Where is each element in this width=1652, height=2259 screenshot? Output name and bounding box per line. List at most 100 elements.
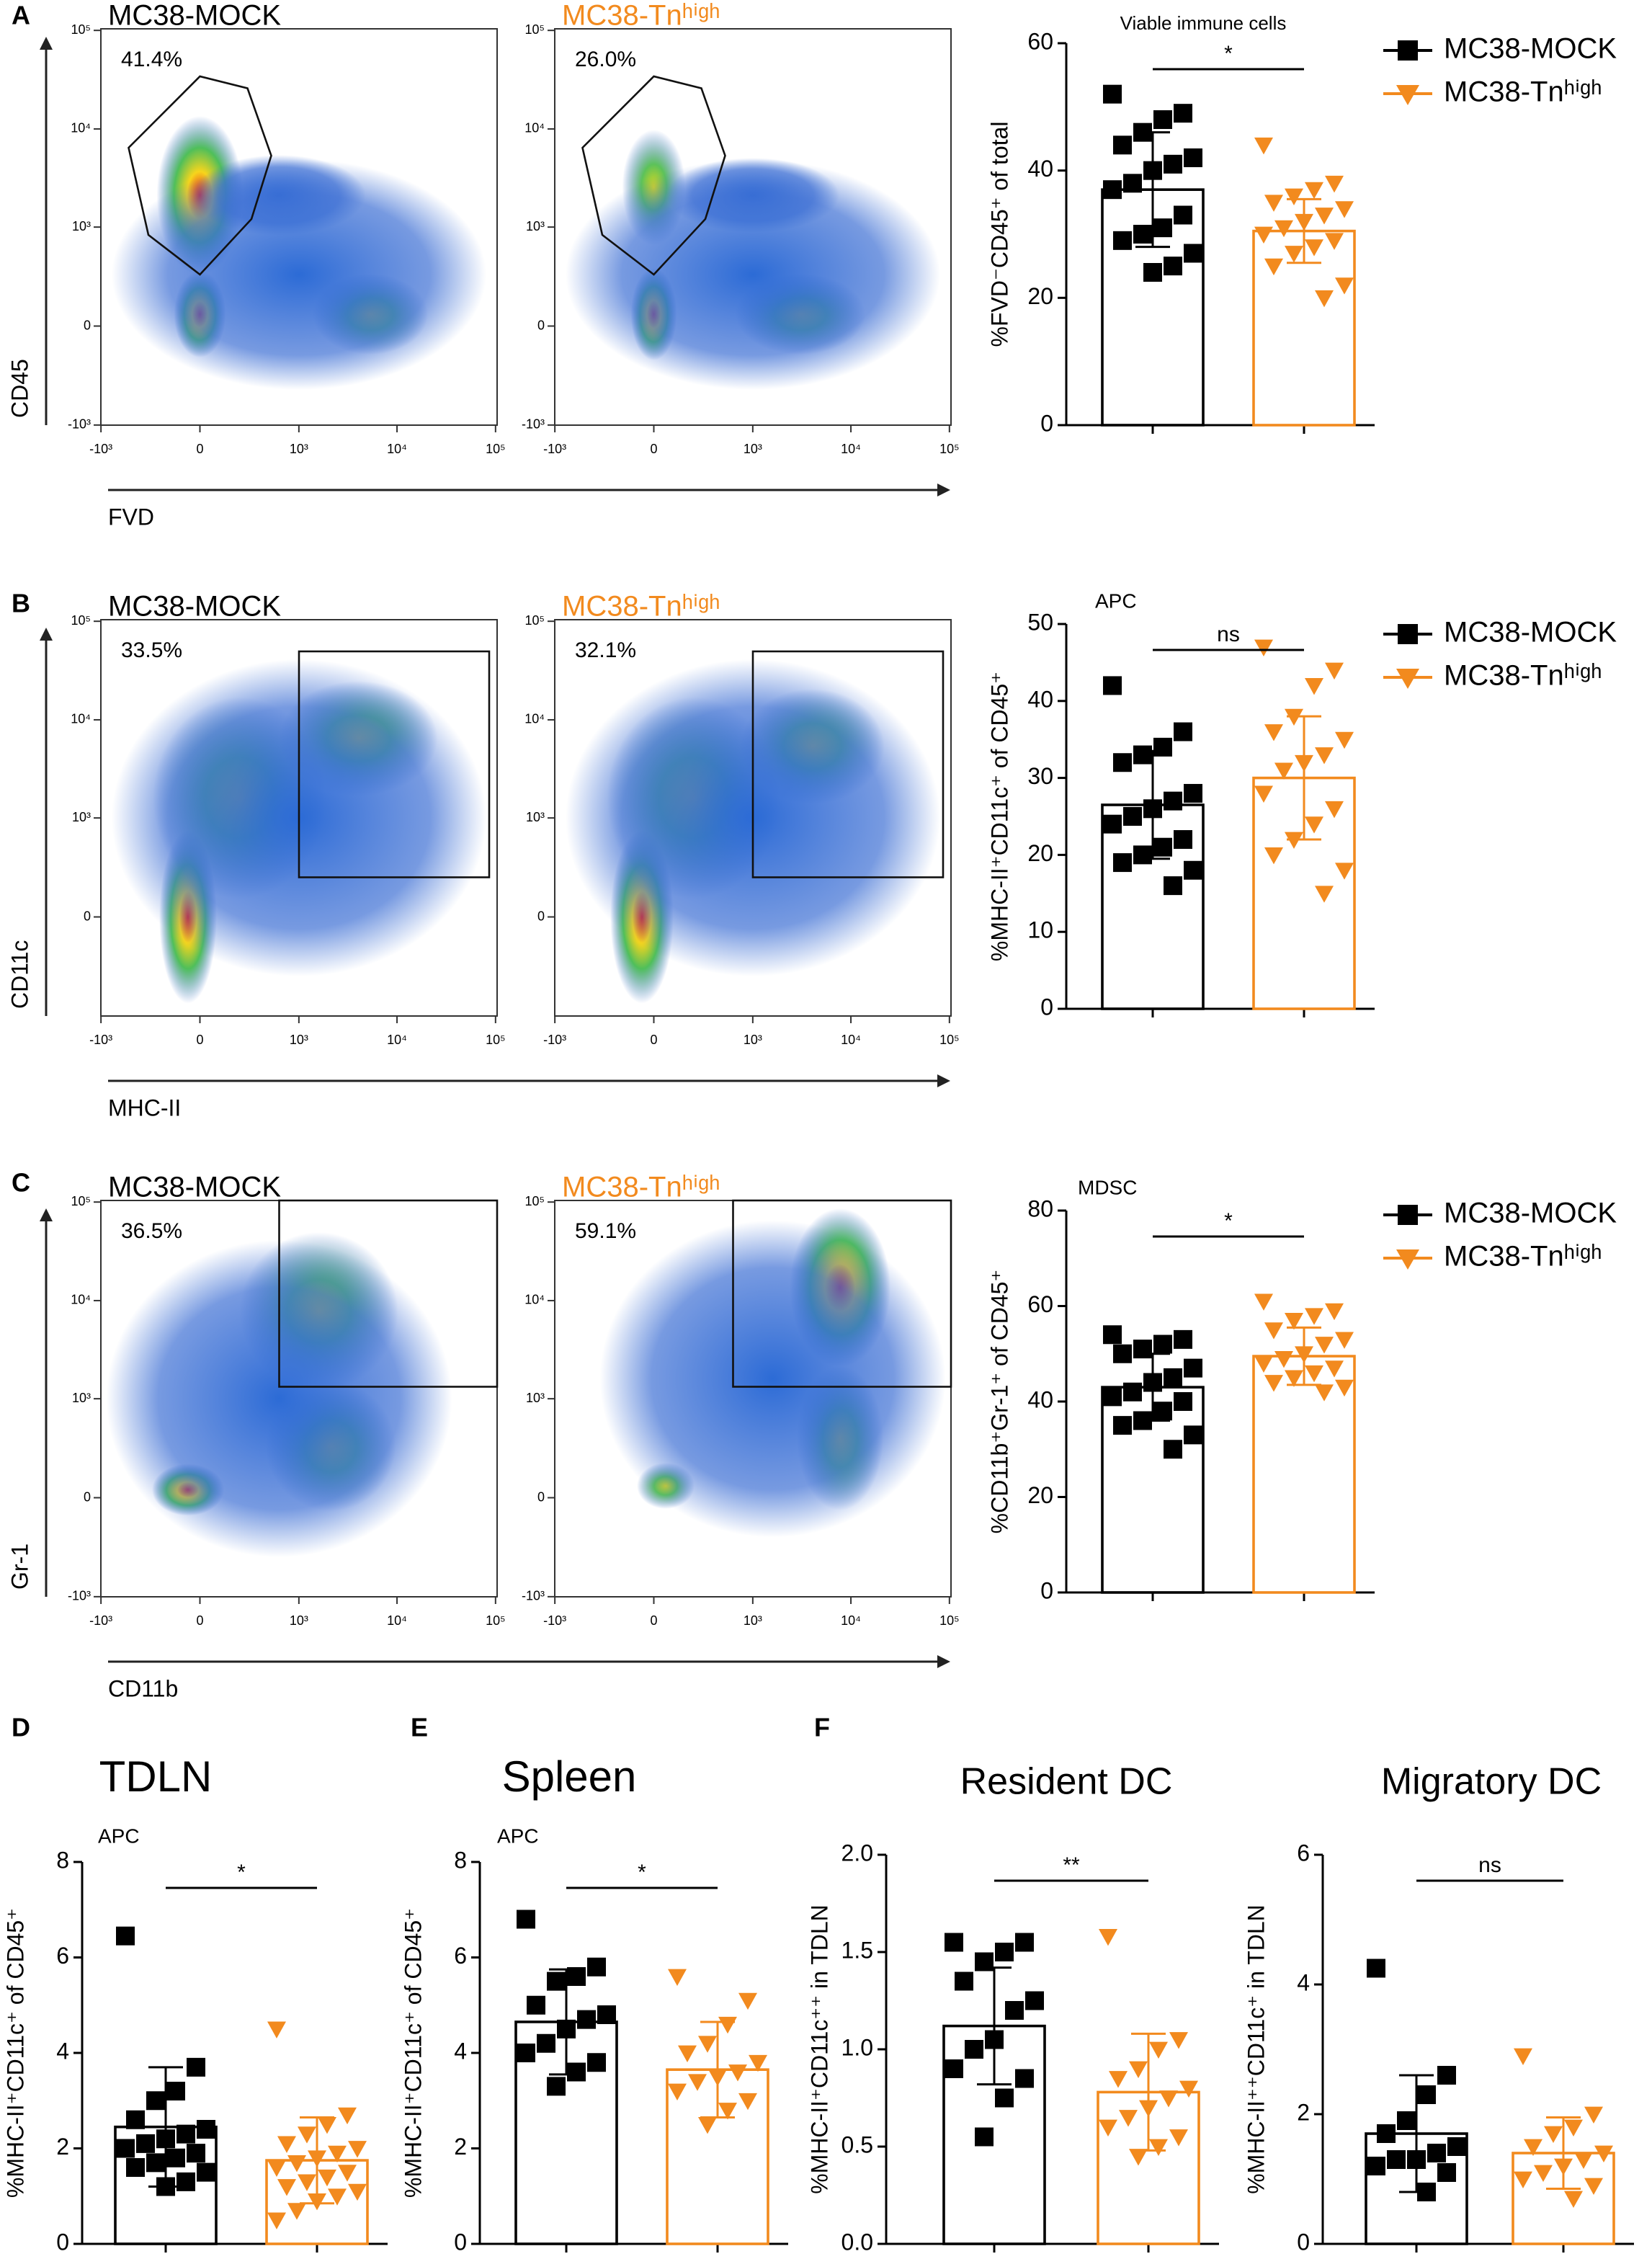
y-tick-label: 10³ <box>526 1391 545 1405</box>
gate-percentage: 26.0% <box>575 48 636 71</box>
y-tick-label: -10³ <box>522 1589 545 1603</box>
data-point <box>1184 1425 1202 1445</box>
data-point <box>1335 201 1354 218</box>
data-point <box>1285 246 1303 263</box>
y-tick-label: 10³ <box>72 219 91 233</box>
x-tick-label: 10⁵ <box>939 1033 959 1047</box>
y-tick-label: 4 <box>454 2038 467 2064</box>
data-point <box>1123 1382 1142 1402</box>
data-point <box>1113 1344 1132 1363</box>
data-point <box>1153 218 1172 238</box>
data-point <box>177 2124 195 2144</box>
flow-plot <box>100 619 498 1017</box>
y-tick-label: 40 <box>1027 686 1053 712</box>
data-point <box>267 2212 286 2229</box>
legend-marker <box>1396 669 1419 689</box>
gate-percentage: 59.1% <box>575 1219 636 1243</box>
data-point <box>156 2177 175 2196</box>
data-point <box>1315 208 1334 225</box>
data-point <box>136 2134 155 2153</box>
data-point <box>1335 863 1354 880</box>
y-axis-label: %CD11b⁺Gr-1⁺ of CD45⁺ <box>986 1270 1012 1534</box>
y-tick-label: 8 <box>454 1847 467 1873</box>
data-point <box>738 2093 757 2111</box>
data-point <box>1325 1360 1344 1378</box>
chart-subtitle: APC <box>98 1824 140 1847</box>
data-point <box>1123 807 1142 826</box>
y-tick-label: 20 <box>1027 840 1053 866</box>
data-point <box>945 1933 963 1952</box>
data-point <box>1174 205 1192 225</box>
panel-label: D <box>12 1713 30 1742</box>
data-point <box>166 2148 185 2167</box>
data-point <box>1264 1375 1283 1392</box>
data-point <box>166 2082 185 2100</box>
y-tick-label: 0 <box>84 909 91 923</box>
chart-title: Spleen <box>502 1752 637 1801</box>
data-point <box>698 2116 717 2134</box>
x-tick-label: 0 <box>650 1033 657 1047</box>
data-point <box>1377 2124 1396 2143</box>
x-tick-label: 10³ <box>290 1613 308 1628</box>
data-point <box>975 1952 994 1971</box>
gate-percentage: 32.1% <box>575 638 636 662</box>
density-blob <box>106 1240 452 1557</box>
data-point <box>587 1957 606 1977</box>
data-point <box>1325 233 1344 250</box>
y-tick-label: 40 <box>1027 156 1053 182</box>
plot-title: MC38-MOCK <box>108 591 281 623</box>
data-point <box>1367 2157 1385 2175</box>
legend-label: MC38-Tnʰⁱᵍʰ <box>1444 660 1602 692</box>
data-point <box>1305 678 1323 695</box>
y-tick-label: 10⁵ <box>525 613 545 628</box>
data-point <box>1254 639 1273 657</box>
y-tick-label: 10⁴ <box>524 712 545 726</box>
chart-title: APC <box>1095 589 1137 612</box>
data-point <box>698 2036 717 2053</box>
data-point <box>1133 225 1152 244</box>
data-point <box>197 2120 215 2139</box>
data-point <box>1129 2149 1148 2166</box>
data-point <box>1133 845 1152 865</box>
data-point <box>1153 1335 1172 1354</box>
y-tick-label: 4 <box>56 2038 69 2064</box>
x-tick-label: 10⁵ <box>486 442 505 456</box>
data-point <box>146 2091 165 2111</box>
gate <box>732 1199 952 1388</box>
data-point <box>1254 226 1273 244</box>
data-point <box>1153 110 1172 129</box>
y-tick-label: 0 <box>537 909 545 923</box>
data-point <box>738 1992 757 2010</box>
y-tick-label: 6 <box>56 1943 69 1969</box>
data-point <box>718 2103 737 2120</box>
gate <box>751 650 945 878</box>
y-axis-label: %MHC-II⁺CD11c⁺ of CD45⁺ <box>400 1908 426 2198</box>
data-point <box>668 1969 687 1986</box>
y-tick-label: 10³ <box>72 1391 91 1405</box>
data-point <box>1335 731 1354 749</box>
y-tick-label: 6 <box>454 1943 467 1969</box>
significance-label: ns <box>1217 623 1240 646</box>
y-axis-label: CD11c <box>6 940 32 1009</box>
data-point <box>1254 1355 1273 1373</box>
data-point <box>1274 762 1293 780</box>
data-point <box>995 2088 1014 2108</box>
data-point <box>298 2126 316 2144</box>
x-tick-label: 0 <box>650 442 657 456</box>
data-point <box>1133 1340 1152 1359</box>
data-point <box>1099 1929 1117 1946</box>
data-point <box>1254 1293 1273 1311</box>
data-point <box>318 2116 336 2134</box>
data-point <box>1564 2119 1583 2137</box>
gate <box>581 75 726 276</box>
legend-label: MC38-Tnʰⁱᵍʰ <box>1444 1241 1602 1273</box>
data-point <box>318 2169 336 2187</box>
data-point <box>1335 277 1354 295</box>
x-tick-label: 10⁴ <box>387 1613 407 1628</box>
data-point <box>537 2033 555 2053</box>
data-point <box>1285 1370 1303 1387</box>
data-point <box>1427 2144 1446 2162</box>
y-axis-label: Gr-1 <box>6 1543 32 1590</box>
data-point <box>1164 154 1182 174</box>
data-point <box>1174 1329 1192 1349</box>
